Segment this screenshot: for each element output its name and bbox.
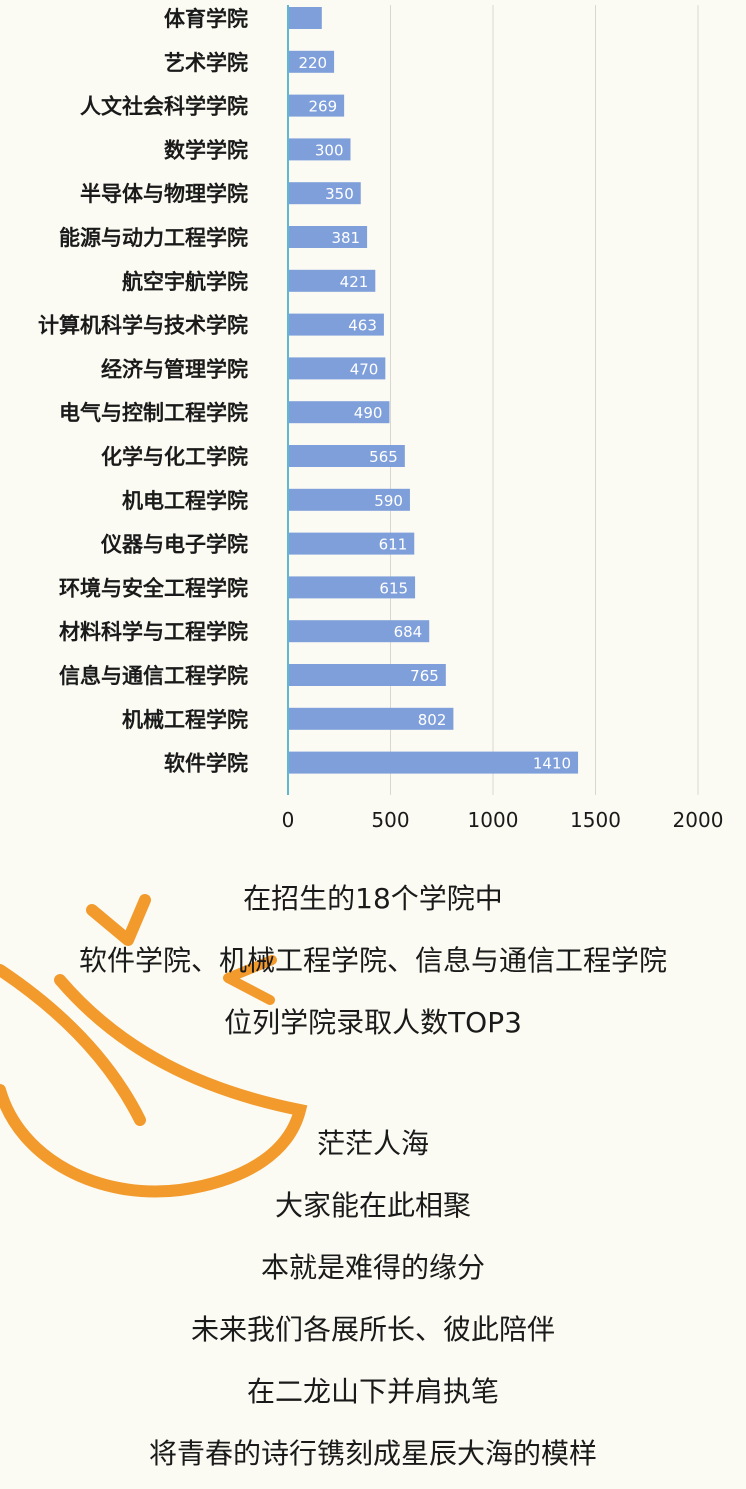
x-tick-label: 1500	[570, 808, 621, 832]
bar	[289, 664, 446, 686]
x-tick-label: 0	[282, 808, 295, 832]
bar	[289, 313, 384, 336]
x-tick-label: 1000	[468, 808, 519, 832]
bar	[289, 182, 361, 205]
data-label: 490	[354, 404, 383, 422]
category-label: 半导体与物理学院	[80, 182, 248, 206]
category-label: 计算机科学与技术学院	[38, 314, 248, 338]
closing-line-1: 茫茫人海	[316, 1127, 429, 1160]
orange-swirl-arrow-icon	[0, 894, 308, 1198]
category-label: 化学与化工学院	[101, 445, 248, 469]
category-label: 材料科学与工程学院	[59, 620, 248, 644]
data-label: 381	[331, 229, 360, 247]
closing-line-6: 将青春的诗行镌刻成星辰大海的模样	[148, 1437, 597, 1470]
data-label: 615	[379, 579, 408, 597]
category-label: 软件学院	[164, 752, 248, 776]
bar	[289, 707, 454, 730]
category-label: 航空宇航学院	[122, 270, 248, 294]
bar	[289, 50, 335, 73]
data-label: 350	[325, 185, 354, 203]
bar	[289, 269, 376, 292]
summary-line-2: 软件学院、机械工程学院、信息与通信工程学院	[78, 944, 667, 977]
x-tick-label: 500	[371, 808, 409, 832]
data-label: 1410	[533, 755, 571, 773]
category-label: 人文社会科学学院	[80, 95, 248, 119]
closing-line-2: 大家能在此相聚	[274, 1189, 471, 1222]
data-label: 421	[340, 273, 369, 291]
x-tick-label: 2000	[673, 808, 724, 832]
summary-line-1: 在招生的18个学院中	[243, 882, 503, 915]
data-label: 470	[350, 360, 379, 378]
bar	[289, 620, 430, 643]
closing-text: 茫茫人海 大家能在此相聚 本就是难得的缘分 未来我们各展所长、彼此陪伴 在二龙山…	[0, 1113, 746, 1485]
bar	[289, 226, 368, 248]
data-label: 565	[369, 448, 398, 466]
data-label: 269	[309, 98, 338, 116]
category-label: 仪器与电子学院	[100, 533, 248, 557]
category-label: 经济与管理学院	[101, 357, 248, 381]
bar	[289, 94, 345, 117]
bar	[289, 488, 410, 511]
data-label: 684	[394, 623, 423, 641]
closing-line-3: 本就是难得的缘分	[260, 1251, 485, 1284]
category-label: 电气与控制工程学院	[59, 401, 248, 425]
data-label: 220	[298, 54, 327, 72]
bar	[289, 751, 579, 774]
bar	[289, 401, 390, 424]
data-label: 300	[315, 141, 344, 159]
category-label: 机械工程学院	[122, 708, 248, 732]
category-label: 信息与通信工程学院	[59, 664, 248, 688]
closing-line-5: 在二龙山下并肩执笔	[246, 1375, 499, 1408]
category-label: 数学学院	[164, 138, 248, 162]
data-label: 463	[348, 317, 377, 335]
bar	[289, 138, 351, 161]
category-label: 能源与动力工程学院	[59, 226, 248, 250]
bar	[289, 532, 415, 555]
summary-line-3: 位列学院录取人数TOP3	[224, 1006, 522, 1039]
data-label: 590	[374, 492, 403, 510]
data-label: 611	[379, 536, 408, 554]
data-label: 765	[410, 667, 439, 685]
category-label: 机电工程学院	[122, 489, 248, 513]
category-label: 环境与安全工程学院	[59, 576, 248, 600]
bar	[289, 7, 322, 29]
category-label: 体育学院	[164, 7, 248, 31]
closing-line-4: 未来我们各展所长、彼此陪伴	[190, 1313, 555, 1346]
bar	[289, 357, 386, 380]
summary-text: 在招生的18个学院中 软件学院、机械工程学院、信息与通信工程学院 位列学院录取人…	[0, 868, 746, 1054]
bar	[289, 576, 416, 599]
data-label: 802	[418, 711, 447, 729]
bar	[289, 445, 405, 467]
category-label: 艺术学院	[164, 51, 248, 75]
